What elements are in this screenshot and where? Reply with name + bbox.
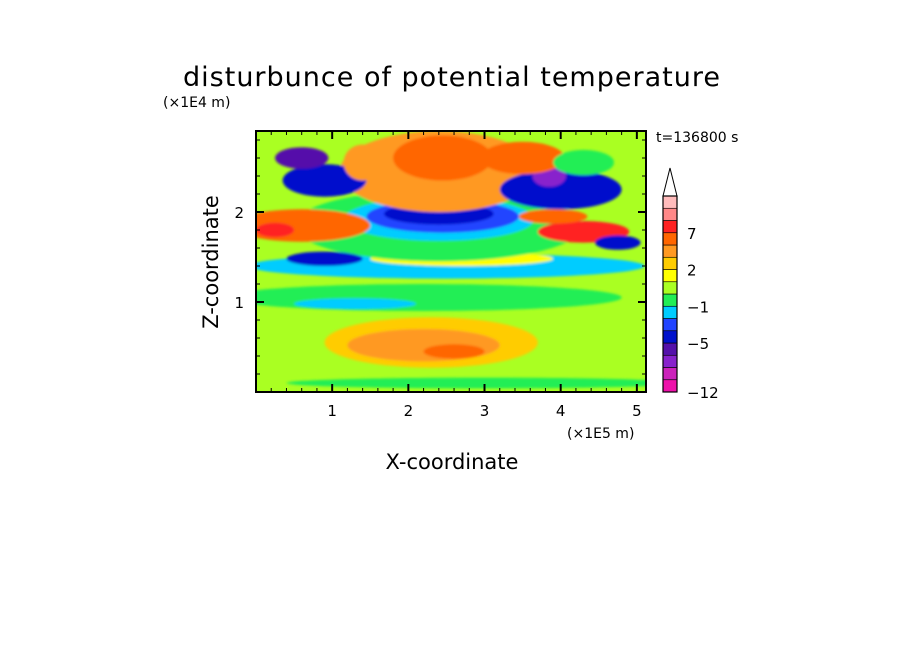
- x-tick-label-2: 3: [480, 402, 490, 420]
- x-unit-label: (×1E5 m): [567, 426, 634, 442]
- colorbar-box-8: [662, 281, 678, 295]
- field-region-25: [343, 144, 382, 181]
- colorbar-label-0: −12: [687, 384, 719, 402]
- field-region-24: [518, 209, 588, 224]
- x-axis-label: X-coordinate: [386, 450, 519, 474]
- colorbar-box-7: [662, 293, 678, 307]
- colorbar-box-4: [662, 330, 678, 344]
- y-unit-label: (×1E4 m): [163, 95, 230, 111]
- x-tick-label-0: 1: [327, 402, 337, 420]
- field-region-22: [480, 141, 565, 175]
- colorbar-label-4: 7: [687, 225, 697, 243]
- colorbar-box-3: [662, 342, 678, 356]
- field-region-2: [423, 344, 485, 359]
- colorbar-box-14: [662, 207, 678, 221]
- colorbar-box-12: [662, 232, 678, 246]
- plot-frame: [255, 130, 647, 393]
- colorbar-box-1: [662, 367, 678, 381]
- field-region-12: [256, 222, 295, 238]
- y-tick-label-1: 2: [234, 204, 244, 222]
- x-tick-label-4: 5: [632, 402, 642, 420]
- field-region-11: [256, 209, 371, 242]
- time-label: t=136800 s: [656, 130, 738, 146]
- colorbar: −12−5−127: [662, 167, 719, 402]
- colorbar-box-15: [662, 195, 678, 209]
- field-region-15: [286, 251, 363, 266]
- field-region-23: [553, 149, 615, 176]
- field-region-18: [282, 164, 367, 197]
- colorbar-box-6: [662, 305, 678, 319]
- colorbar-label-1: −5: [687, 335, 709, 353]
- field-region-17: [393, 135, 493, 181]
- x-tick-label-1: 2: [404, 402, 414, 420]
- colorbar-box-10: [662, 256, 678, 270]
- field-region-3: [256, 284, 622, 311]
- x-axis-ticks: 1 2 3 4 5: [270, 131, 642, 420]
- colorbar-label-3: 2: [687, 262, 697, 280]
- field-region-19: [275, 147, 329, 169]
- y-tick-label-0: 1: [234, 294, 244, 312]
- y-axis-label: Z-coordinate: [199, 195, 223, 329]
- field-region-26: [286, 377, 646, 389]
- x-tick-label-3: 4: [556, 402, 566, 420]
- chart-title: disturbunce of potential temperature: [183, 62, 721, 93]
- colorbar-box-0: [662, 379, 678, 393]
- field-region-4: [294, 298, 416, 310]
- y-axis-ticks: 12: [234, 139, 646, 375]
- field-region-14: [594, 235, 641, 250]
- colorbar-box-11: [662, 244, 678, 258]
- colorbar-extend-arrow: [662, 167, 678, 197]
- colorbar-box-9: [662, 269, 678, 283]
- colorbar-label-2: −1: [687, 298, 709, 316]
- contour-field: [256, 131, 646, 392]
- colorbar-frame: [662, 195, 678, 393]
- colorbar-box-2: [662, 354, 678, 368]
- field-region-20: [499, 169, 622, 210]
- field-region-1: [347, 329, 500, 362]
- colorbar-box-13: [662, 220, 678, 234]
- colorbar-box-5: [662, 318, 678, 332]
